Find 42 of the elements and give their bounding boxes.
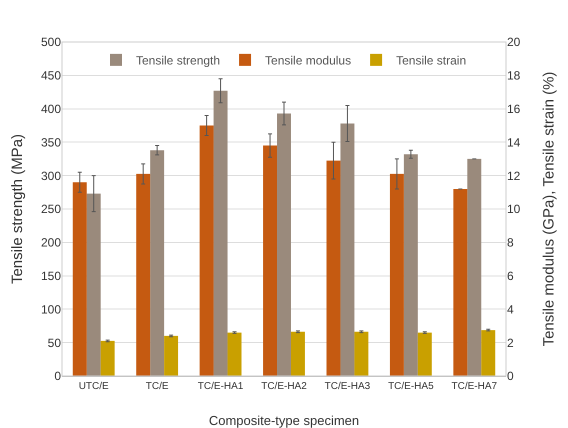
y2-tick-label: 16 [507, 102, 521, 116]
bar [418, 332, 432, 376]
y2-tick-label: 14 [507, 135, 521, 150]
y2-tick-label: 10 [507, 202, 521, 216]
x-tick-label: TC/E [146, 381, 169, 392]
x-tick-label: TC/E-HA2 [261, 381, 308, 392]
y-tick-label: 150 [40, 269, 62, 283]
y2-tick-label: 4 [507, 302, 514, 316]
y-tick-label: 100 [40, 302, 62, 316]
y2-tick-label: 6 [507, 269, 514, 283]
y2-tick-label: 2 [507, 336, 514, 350]
y-tick-label: 500 [40, 35, 62, 50]
bar [354, 332, 368, 376]
y2-tick-label: 20 [507, 35, 521, 50]
x-tick-label: TC/E-HA7 [452, 381, 498, 392]
y-tick-label: 350 [40, 135, 62, 150]
y-tick-label: 50 [48, 336, 62, 350]
y-tick-label: 400 [40, 102, 62, 116]
y-tick-label: 250 [40, 202, 62, 216]
bar [164, 336, 178, 376]
legend-label: Tensile strength [136, 54, 220, 68]
y2-tick-label: 12 [507, 168, 521, 183]
x-axis-title: Composite-type specimen [208, 413, 360, 428]
legend-label: Tensile strain [396, 54, 466, 68]
y2-tick-label: 8 [507, 236, 514, 250]
y-axis-title: Tensile strength (MPa) [9, 134, 26, 284]
x-tick-label: UTC/E [78, 381, 110, 392]
bar [481, 330, 496, 376]
y-tick-label: 200 [40, 236, 62, 250]
bar [100, 340, 115, 376]
y-tick-label: 450 [40, 68, 62, 83]
x-tick-label: TC/E-HA3 [324, 381, 371, 392]
x-tick-label: TC/E-HA5 [388, 381, 434, 392]
y2-tick-label: 18 [507, 68, 521, 83]
y2-axis-title: Tensile modulus (GPa), Tensile strain (%) [540, 72, 558, 346]
y2-tick-label: 0 [507, 369, 514, 384]
y-tick-label: 300 [40, 168, 62, 183]
bar [290, 332, 305, 376]
y-tick-label: 0 [54, 369, 62, 384]
bar [228, 332, 242, 376]
legend-label: Tensile modulus [265, 54, 352, 68]
x-tick-label: TC/E-HA1 [198, 381, 244, 392]
